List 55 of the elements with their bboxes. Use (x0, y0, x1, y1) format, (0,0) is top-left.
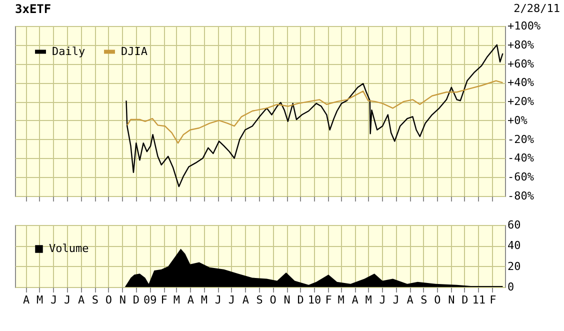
x-tick-label: N (448, 294, 455, 306)
chart-title: 3xETF (15, 2, 52, 16)
x-tick-label: D (297, 294, 304, 306)
x-tick-label: J (392, 294, 400, 306)
x-tick-label: O (434, 294, 441, 306)
x-tick-label: F (490, 294, 496, 306)
y-tick-label: 20 (508, 260, 521, 273)
y-tick-label: 0 (508, 280, 514, 294)
y-tick-label: 40 (508, 239, 521, 252)
x-tick-label: F (325, 294, 332, 306)
x-tick-label: A (242, 294, 250, 306)
line-series (126, 80, 504, 144)
x-tick-label: J (379, 294, 386, 306)
x-tick-label: A (78, 294, 85, 306)
x-tick-label: N (119, 294, 126, 306)
x-tick-label: M (36, 294, 44, 306)
x-tick-label: S (420, 294, 428, 306)
legend-label: Daily (52, 44, 86, 58)
x-tick-label: S (256, 294, 263, 306)
x-tick-label: F (160, 294, 168, 306)
x-tick-label: N (284, 294, 290, 306)
x-tick-label: 09 (144, 294, 157, 306)
legend-label: DJIA (121, 44, 148, 58)
x-tick-label: M (338, 294, 345, 306)
x-tick-label: S (92, 294, 99, 306)
x-tick-label: 10 (308, 294, 322, 306)
y-tick-label: +40% (508, 76, 534, 90)
x-tick-label: A (352, 294, 359, 306)
y-tick-label: +80% (508, 38, 534, 52)
x-tick-label: D (132, 294, 140, 306)
x-tick-label: J (214, 294, 222, 306)
y-tick-label: +0% (508, 114, 528, 127)
x-tick-label: J (64, 294, 71, 306)
y-tick-label: +20% (508, 95, 534, 108)
x-tick-label: O (105, 294, 112, 306)
y-tick-label: +60% (508, 57, 534, 70)
legend-label: Volume (49, 242, 89, 255)
x-tick-label: M (173, 294, 180, 306)
y-tick-label: 60 (508, 218, 521, 232)
x-tick-label: A (22, 294, 30, 306)
y-tick-label: -60% (508, 170, 534, 184)
x-tick-label: J (50, 294, 58, 306)
y-tick-label: -80% (508, 190, 534, 202)
y-tick-label: +100% (508, 20, 541, 32)
text: 2/28/11 (514, 2, 560, 15)
y-tick-label: -20% (508, 132, 534, 146)
x-tick-label: O (270, 294, 276, 306)
x-tick-label: J (228, 294, 235, 306)
y-tick-label: -40% (508, 152, 534, 165)
x-tick-label: A (187, 294, 194, 306)
x-tick-label: M (365, 294, 372, 306)
x-tick-label: 11 (472, 294, 486, 306)
x-tick-label: D (462, 294, 468, 306)
x-tick-label: M (200, 294, 208, 306)
x-tick-label: A (406, 294, 414, 306)
